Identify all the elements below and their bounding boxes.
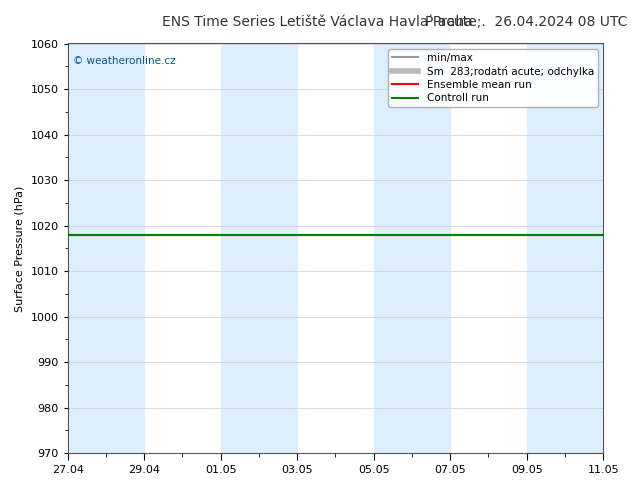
- Text: Ṕ acute;.  26.04.2024 08 UTC: Ṕ acute;. 26.04.2024 08 UTC: [425, 15, 628, 29]
- Y-axis label: Surface Pressure (hPa): Surface Pressure (hPa): [15, 185, 25, 312]
- Bar: [373, 44, 450, 453]
- Bar: [68, 44, 144, 453]
- Bar: [221, 44, 297, 453]
- Text: © weatheronline.cz: © weatheronline.cz: [73, 56, 176, 66]
- Legend: min/max, Sm  283;rodatń acute; odchylka, Ensemble mean run, Controll run: min/max, Sm 283;rodatń acute; odchylka,…: [388, 49, 598, 107]
- Text: ENS Time Series Letiště Václava Havla Praha: ENS Time Series Letiště Václava Havla Pr…: [162, 15, 472, 29]
- Bar: [527, 44, 603, 453]
